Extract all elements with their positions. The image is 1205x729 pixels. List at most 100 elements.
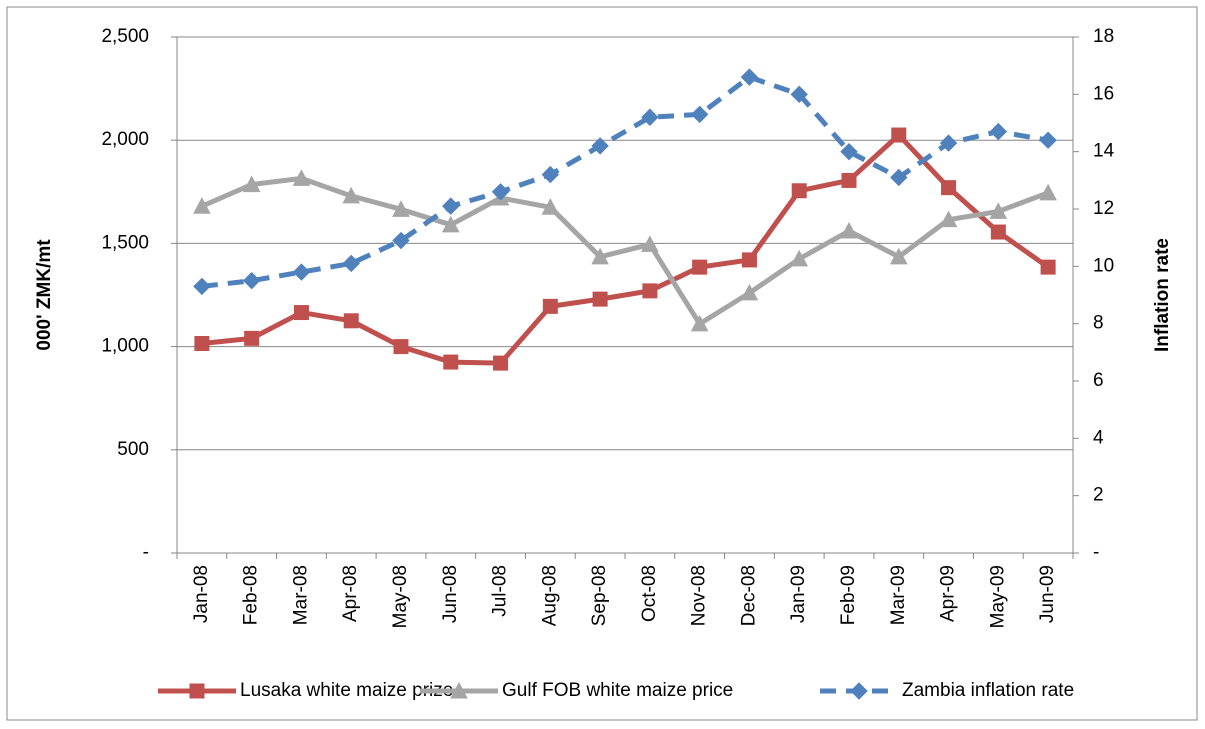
y-tick-label: -	[143, 542, 149, 563]
marker	[591, 247, 609, 265]
x-tick-label: Nov-08	[689, 565, 710, 626]
y-tick-label: 1,500	[101, 232, 149, 253]
x-tick-label: Feb-09	[838, 565, 859, 625]
legend-label: Zambia inflation rate	[902, 680, 1074, 701]
y2-tick-label: 8	[1093, 313, 1104, 334]
marker	[1039, 131, 1057, 149]
x-tick-label: Aug-08	[539, 565, 560, 626]
marker	[1040, 259, 1056, 275]
y-tick-label: 2,000	[101, 129, 149, 150]
marker	[891, 127, 907, 143]
x-tick-label: Apr-08	[340, 565, 361, 622]
x-tick-label: Feb-08	[241, 565, 262, 625]
marker	[989, 202, 1008, 219]
x-tick-label: Jan-09	[788, 565, 809, 623]
marker	[392, 231, 410, 250]
marker	[542, 298, 558, 314]
marker	[741, 252, 757, 268]
marker	[343, 313, 359, 329]
legend-marker	[450, 681, 468, 699]
x-tick-label: Jul-08	[490, 565, 511, 617]
marker	[242, 271, 261, 290]
y2-tick-label: -	[1093, 542, 1099, 563]
x-tick-label: Sep-08	[589, 565, 610, 626]
marker	[941, 180, 957, 196]
marker	[193, 197, 211, 214]
marker	[939, 134, 958, 152]
x-tick-label: Jun-08	[440, 565, 461, 623]
marker	[393, 339, 409, 355]
marker	[890, 168, 908, 187]
marker	[491, 183, 510, 201]
legend-marker	[850, 682, 868, 700]
marker	[443, 354, 459, 370]
marker	[740, 283, 759, 301]
marker	[194, 336, 210, 352]
marker	[292, 169, 311, 186]
marker	[690, 314, 709, 332]
x-tick-label: Mar-08	[290, 565, 311, 625]
x-tick-label: Jun-09	[1037, 565, 1058, 623]
marker	[242, 175, 261, 193]
marker	[541, 165, 560, 184]
marker	[692, 259, 708, 275]
marker	[990, 224, 1006, 240]
y2-tick-label: 12	[1093, 198, 1114, 219]
marker	[441, 215, 460, 233]
marker	[493, 355, 509, 371]
series-line	[200, 175, 1049, 327]
marker	[641, 108, 659, 126]
marker	[690, 105, 709, 124]
marker	[244, 330, 260, 346]
y2-tick-label: 2	[1093, 485, 1104, 506]
marker	[342, 186, 361, 204]
y2-tick-label: 18	[1093, 26, 1114, 47]
marker	[889, 247, 908, 265]
legend-marker	[189, 683, 205, 699]
marker	[592, 291, 608, 307]
x-tick-label: May-09	[987, 565, 1008, 628]
y-axis-title: 000' ZMK/mt	[34, 239, 55, 351]
marker	[790, 249, 809, 267]
y2-tick-label: 14	[1093, 141, 1115, 162]
y-tick-label: 500	[117, 439, 149, 460]
marker	[541, 198, 560, 215]
x-tick-label: Apr-09	[938, 565, 959, 622]
marker	[841, 172, 857, 188]
marker	[591, 137, 609, 155]
series-line	[201, 132, 1050, 366]
x-tick-label: Oct-08	[639, 565, 660, 622]
x-tick-label: Mar-09	[888, 565, 909, 625]
marker	[641, 235, 659, 252]
marker	[392, 200, 410, 217]
marker	[840, 221, 858, 239]
marker	[292, 263, 311, 281]
marker	[840, 142, 858, 161]
y2-tick-label: 16	[1093, 83, 1114, 104]
y2-tick-label: 10	[1093, 255, 1114, 276]
legend-label: Gulf FOB white maize price	[502, 680, 733, 701]
y-tick-label: 1,000	[101, 336, 149, 357]
series-line	[201, 74, 1049, 289]
y2-axis-title: Inflation rate	[1152, 238, 1173, 352]
marker	[642, 283, 658, 299]
y2-tick-label: 4	[1093, 427, 1104, 448]
marker	[1039, 183, 1057, 201]
x-tick-label: Dec-08	[738, 565, 759, 626]
marker	[342, 254, 360, 273]
y-tick-label: 2,500	[101, 26, 149, 47]
marker	[790, 85, 808, 104]
marker	[740, 68, 759, 86]
marker	[939, 210, 958, 228]
legend-label: Lusaka white maize prize	[240, 680, 453, 701]
marker	[791, 183, 807, 199]
marker	[193, 277, 211, 296]
chart-border	[6, 6, 1198, 721]
x-tick-label: May-08	[390, 565, 411, 628]
x-tick-label: Jan-08	[191, 565, 212, 623]
marker	[293, 305, 309, 321]
y2-tick-label: 6	[1093, 370, 1104, 391]
marker	[442, 197, 460, 215]
